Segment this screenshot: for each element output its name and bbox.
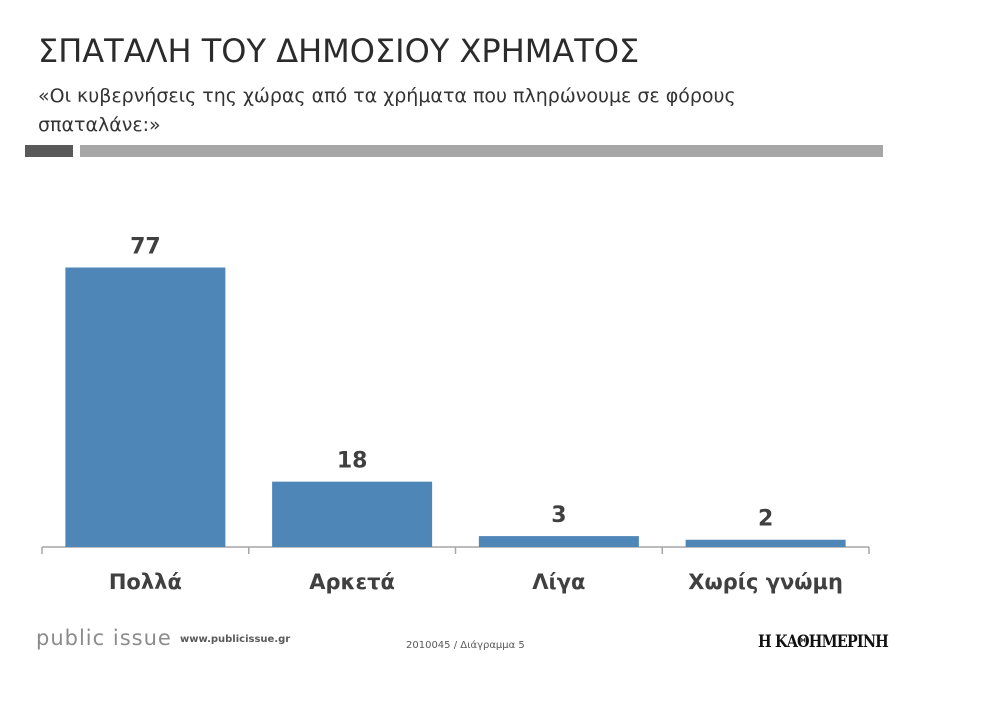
data-label-1: 18 bbox=[337, 449, 368, 474]
footer-url: www.publicissue.gr bbox=[180, 634, 291, 645]
footer-brand-logo: public issue bbox=[36, 626, 172, 650]
category-label-2: Λίγα bbox=[532, 570, 585, 594]
bar-3 bbox=[685, 539, 846, 547]
kathimerini-logo: Η ΚΑΘΗΜΕΡΙΝΗ bbox=[758, 632, 889, 652]
data-label-3: 2 bbox=[758, 507, 773, 532]
bar-0 bbox=[65, 267, 226, 547]
data-label-2: 3 bbox=[551, 503, 566, 528]
header-rule-dark bbox=[25, 145, 73, 157]
bar-2 bbox=[478, 536, 639, 547]
category-label-1: Αρκετά bbox=[309, 570, 395, 594]
chart-title: ΣΠΑΤΑΛΗ ΤΟΥ ΔΗΜΟΣΙΟΥ ΧΡΗΜΑΤΟΣ bbox=[38, 32, 640, 70]
category-label-0: Πολλά bbox=[109, 570, 182, 594]
chart-subtitle: «Οι κυβερνήσεις της χώρας από τα χρήματα… bbox=[38, 85, 736, 136]
data-label-0: 77 bbox=[130, 234, 161, 259]
footer-code: 2010045 / Διάγραμμα 5 bbox=[406, 640, 525, 651]
bar-1 bbox=[272, 481, 433, 547]
category-label-3: Χωρίς γνώμη bbox=[688, 570, 843, 594]
header-rule-light bbox=[80, 145, 883, 157]
